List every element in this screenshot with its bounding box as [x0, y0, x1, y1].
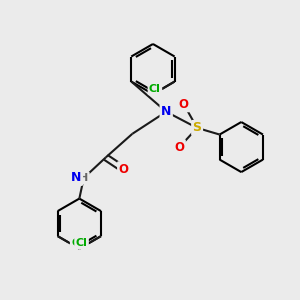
Text: O: O — [118, 163, 128, 176]
Text: N: N — [161, 105, 171, 118]
Text: O: O — [179, 98, 189, 111]
Text: Cl: Cl — [71, 238, 83, 248]
Text: Cl: Cl — [76, 238, 88, 248]
Text: O: O — [174, 141, 184, 154]
Text: Cl: Cl — [149, 84, 161, 94]
Text: H: H — [79, 173, 88, 183]
Text: S: S — [193, 122, 202, 134]
Text: N: N — [71, 172, 82, 184]
